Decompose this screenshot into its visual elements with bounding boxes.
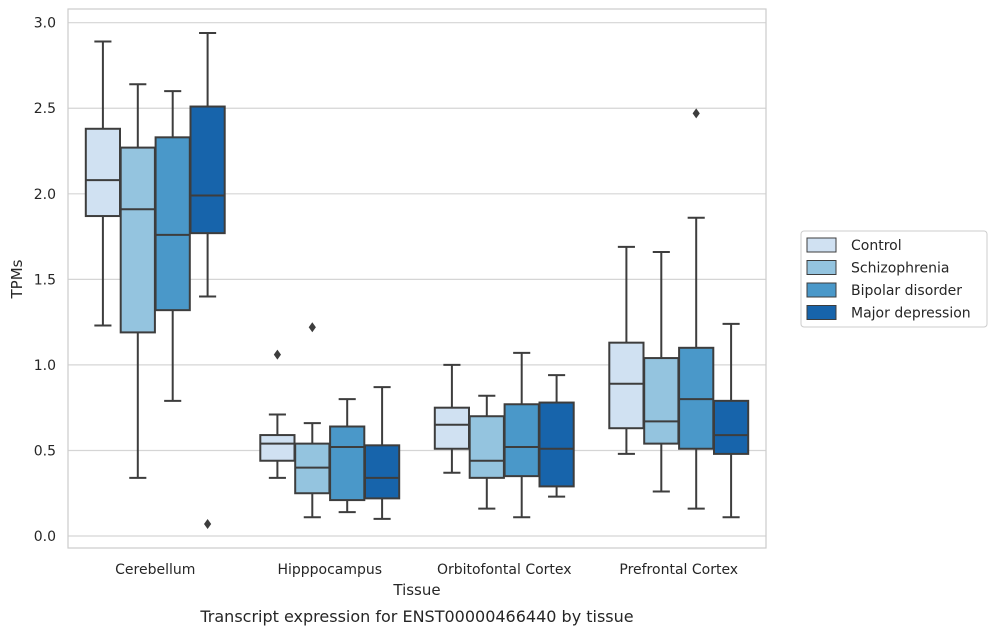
y-tick-label: 3.0 bbox=[34, 16, 56, 32]
chart-caption: Transcript expression for ENST0000046644… bbox=[199, 607, 633, 626]
y-tick-label: 1.0 bbox=[34, 358, 56, 374]
iqr-box bbox=[643, 357, 680, 445]
box-hipppocampus-major-depression bbox=[363, 386, 401, 520]
box-orbitofontal-cortex-major-depression bbox=[538, 374, 575, 498]
box-cerebellum-bipolar-disorder bbox=[154, 90, 191, 402]
box-hipppocampus-schizophrenia bbox=[294, 322, 331, 519]
iqr-box bbox=[712, 399, 750, 455]
box-orbitofontal-cortex-schizophrenia bbox=[468, 394, 505, 510]
box-prefrontal-cortex-schizophrenia bbox=[643, 250, 680, 493]
y-tick-label: 0.0 bbox=[34, 529, 56, 545]
box-prefrontal-cortex-bipolar-disorder bbox=[678, 108, 715, 510]
x-tick-labels: Cerebellum Hipppocampus Orbitofontal Corte… bbox=[115, 562, 738, 578]
legend-label-major-depression: Major depression bbox=[851, 306, 971, 322]
box-hipppocampus-control bbox=[259, 349, 296, 479]
outlier-point bbox=[273, 349, 281, 360]
iqr-box bbox=[433, 406, 471, 450]
legend-frame bbox=[800, 230, 988, 328]
legend-label-schizophrenia: Schizophrenia bbox=[851, 261, 949, 277]
box-cerebellum-control bbox=[84, 40, 122, 327]
x-tick-label: Orbitofontal Cortex bbox=[437, 562, 572, 578]
iqr-box bbox=[329, 425, 366, 502]
iqr-box bbox=[154, 136, 191, 312]
iqr-box bbox=[189, 105, 226, 235]
outlier-point bbox=[308, 322, 316, 333]
iqr-box bbox=[538, 401, 575, 488]
box-cerebellum-major-depression bbox=[189, 31, 226, 530]
boxes-layer bbox=[84, 31, 750, 530]
x-tick-label: Prefrontal Cortex bbox=[619, 562, 738, 578]
legend-label-bipolar-disorder: Bipolar disorder bbox=[851, 283, 962, 299]
legend-swatch-control bbox=[806, 237, 837, 253]
box-orbitofontal-cortex-bipolar-disorder bbox=[503, 351, 540, 519]
box-prefrontal-cortex-major-depression bbox=[712, 322, 750, 519]
legend-items: Control Schizophrenia Bipolar disorder Majo… bbox=[806, 237, 971, 322]
iqr-box bbox=[119, 146, 156, 334]
box-orbitofontal-cortex-control bbox=[433, 363, 471, 474]
box-hipppocampus-bipolar-disorder bbox=[329, 398, 366, 514]
legend-swatch-schizophrenia bbox=[806, 260, 837, 275]
outlier-point bbox=[204, 519, 212, 530]
legend-swatch-major-depression bbox=[806, 305, 837, 320]
iqr-box bbox=[503, 403, 540, 478]
y-tick-label: 2.5 bbox=[34, 101, 56, 117]
y-tick-label: 2.0 bbox=[34, 187, 56, 203]
box-cerebellum-schizophrenia bbox=[119, 83, 156, 479]
plot-frame bbox=[67, 8, 767, 549]
x-tick-label: Cerebellum bbox=[115, 562, 195, 578]
iqr-box bbox=[84, 127, 122, 218]
x-axis-label: Tissue bbox=[392, 581, 440, 599]
iqr-box bbox=[468, 415, 505, 479]
iqr-box bbox=[608, 341, 645, 430]
box-prefrontal-cortex-control bbox=[608, 245, 645, 455]
legend-label-control: Control bbox=[851, 238, 902, 254]
iqr-box bbox=[363, 444, 401, 500]
y-tick-label: 0.5 bbox=[34, 443, 56, 459]
y-tick-label: 1.5 bbox=[34, 272, 56, 288]
x-tick-label: Hipppocampus bbox=[277, 562, 382, 578]
legend: Control Schizophrenia Bipolar disorder Majo… bbox=[800, 230, 988, 328]
legend-swatch-bipolar-disorder bbox=[806, 282, 837, 298]
iqr-box bbox=[259, 434, 296, 462]
y-tick-labels: 0.0 0.5 1.0 1.5 2.0 2.5 3.0 bbox=[34, 16, 56, 545]
y-axis-label: TPMs bbox=[8, 259, 26, 299]
outlier-point bbox=[692, 108, 700, 119]
